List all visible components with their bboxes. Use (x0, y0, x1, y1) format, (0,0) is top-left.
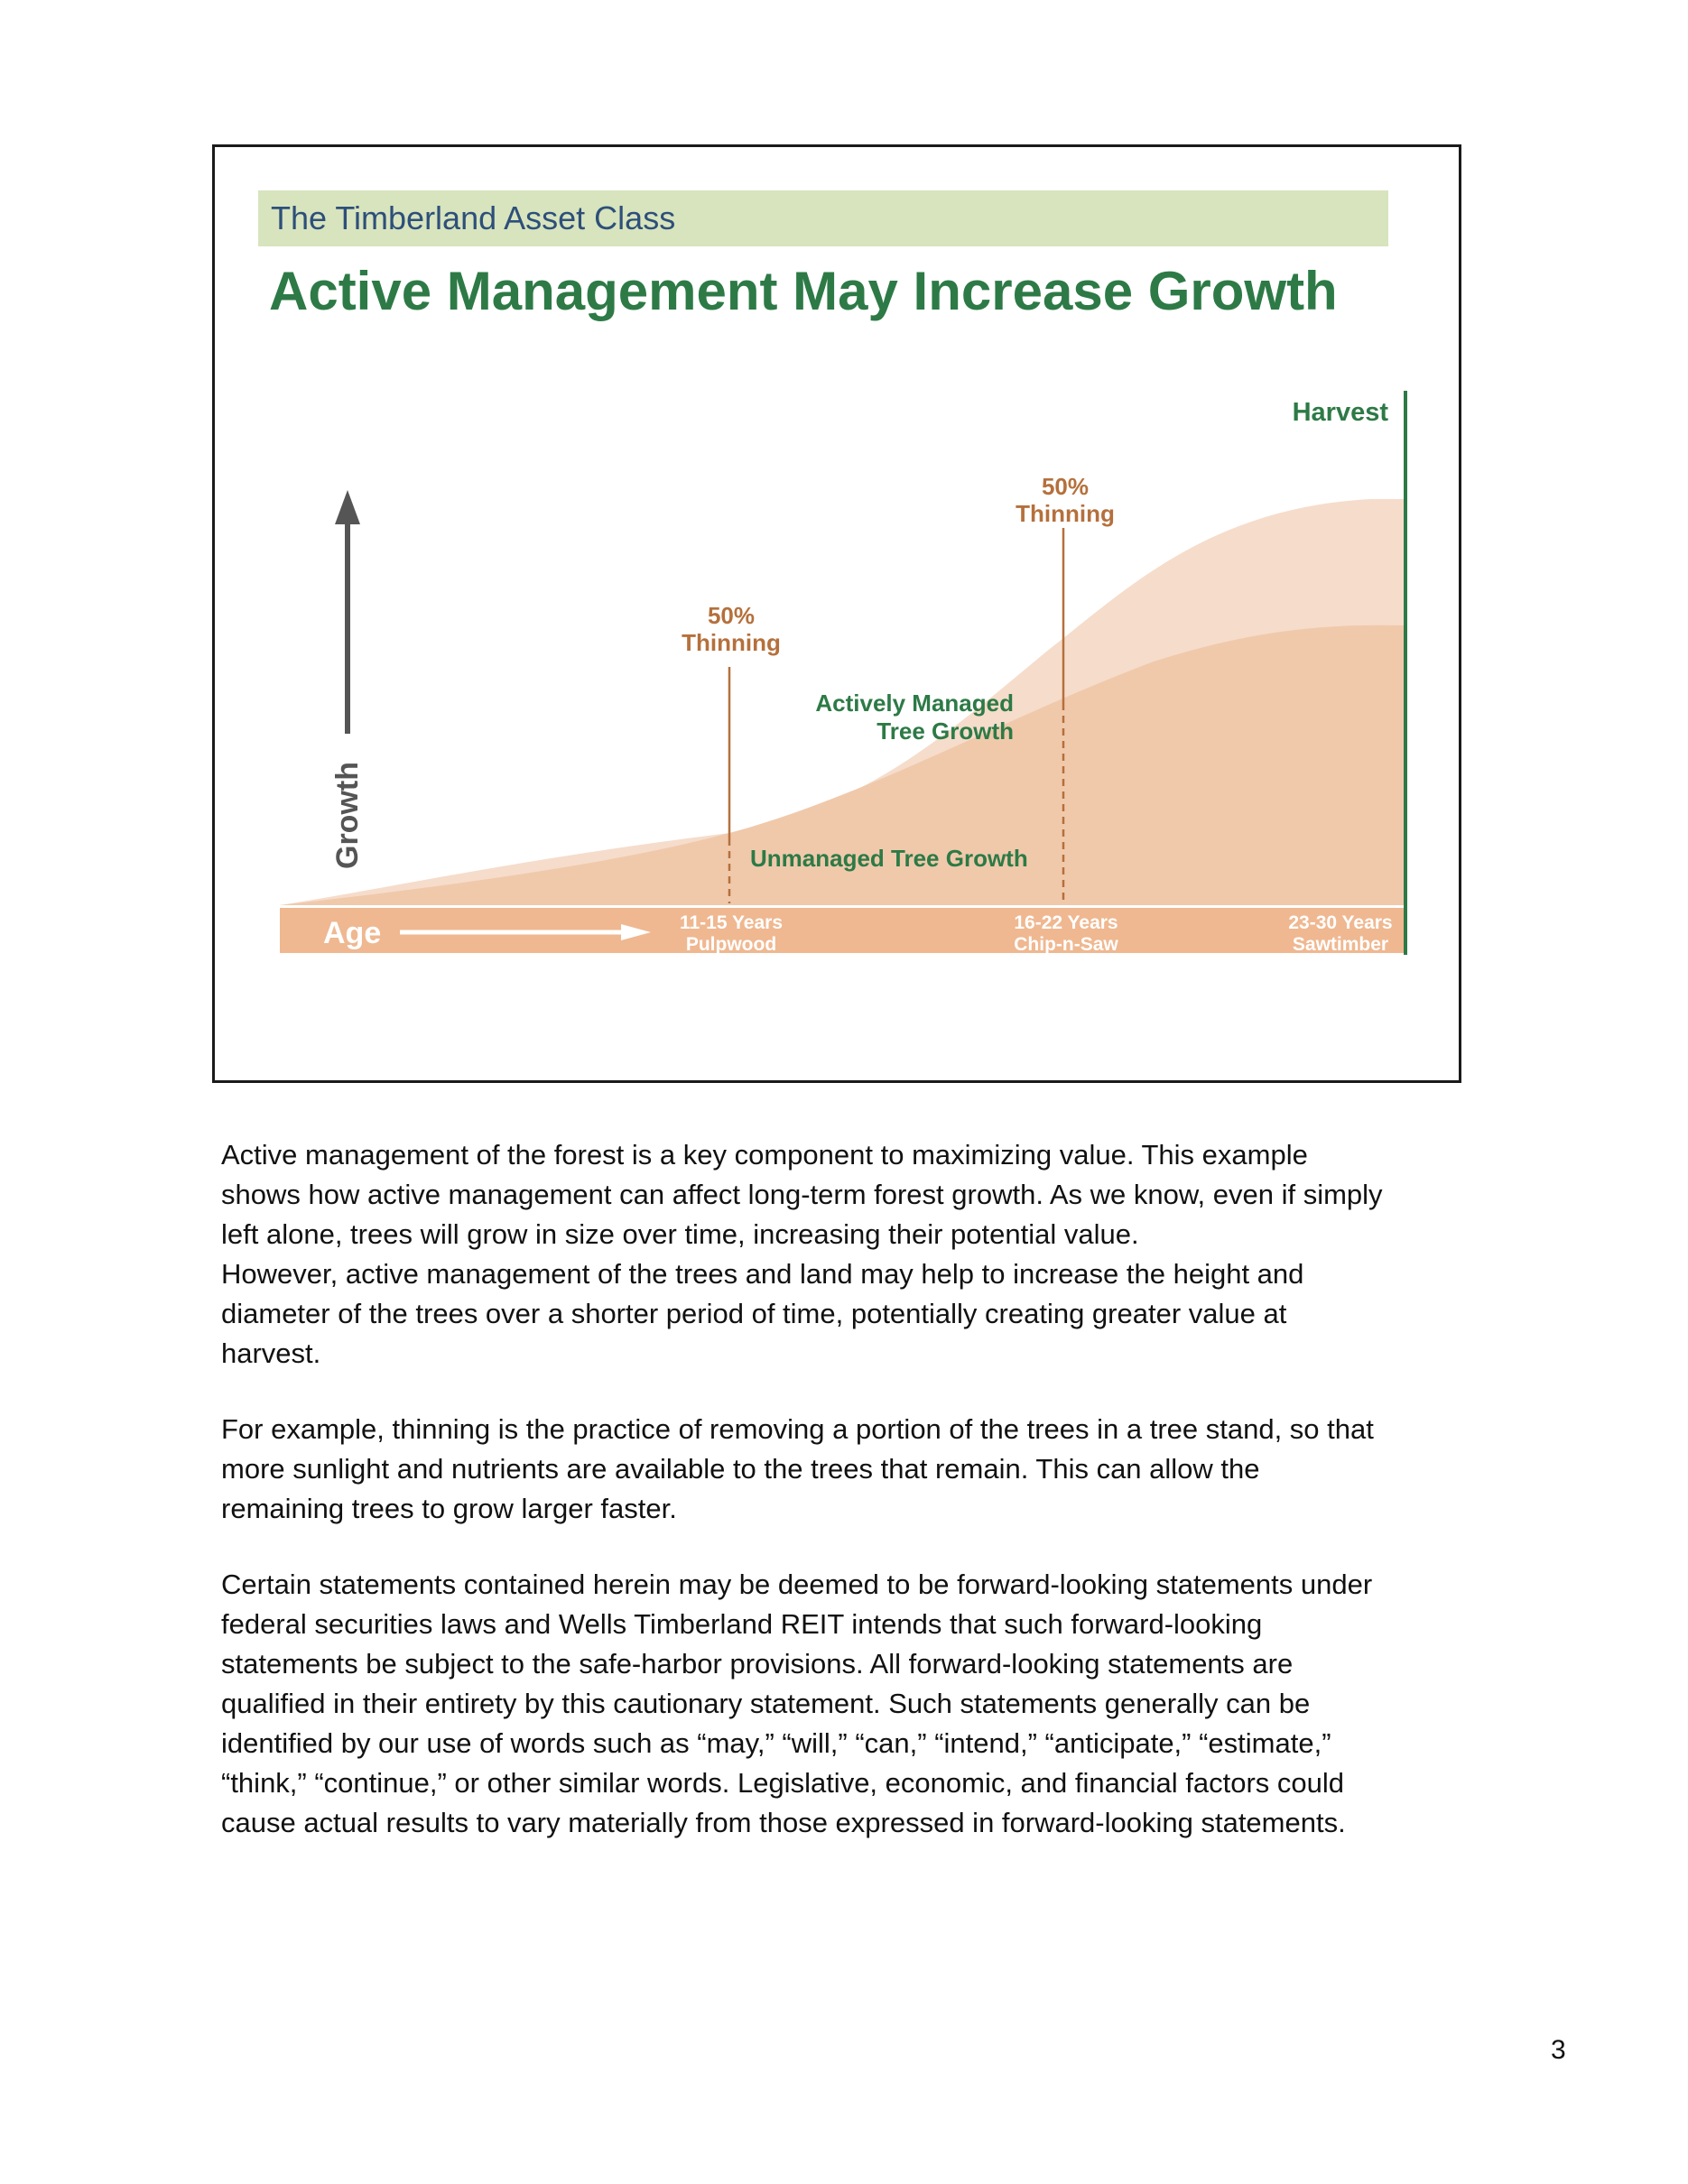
text-line: Active management of the forest is a key… (221, 1139, 1308, 1171)
thinning-1-percent: 50% (708, 602, 755, 629)
slide-kicker: The Timberland Asset Class (258, 190, 1388, 246)
unmanaged-series-label: Unmanaged Tree Growth (750, 845, 1028, 872)
harvest-label: Harvest (1293, 398, 1389, 427)
paragraph-thinning: For example, thinning is the practice of… (221, 1410, 1512, 1529)
paragraph-intro: Active management of the forest is a key… (221, 1135, 1512, 1374)
thinning-2-label: Thinning (1016, 500, 1115, 527)
age-arrow-icon (621, 924, 651, 940)
text-line: diameter of the trees over a shorter per… (221, 1298, 1287, 1329)
text-line: remaining trees to grow larger faster. (221, 1493, 677, 1524)
text-line: harvest. (221, 1337, 321, 1369)
growth-chart: Growth Age 50% Thinning 50% Thinning Har… (280, 391, 1407, 955)
text-line: federal securities laws and Wells Timber… (221, 1608, 1263, 1640)
managed-series-label-line1: Actively Managed (815, 689, 1014, 717)
thinning-2-percent: 50% (1042, 473, 1089, 500)
x-axis-label: Age (323, 916, 381, 950)
age-tick-2-years: 16-22 Years (1014, 912, 1118, 933)
text-line: shows how active management can affect l… (221, 1179, 1383, 1210)
text-line: cause actual results to vary materially … (221, 1807, 1346, 1838)
paragraph-disclaimer: Certain statements contained herein may … (221, 1565, 1512, 1843)
page-number: 3 (1551, 2035, 1566, 2065)
text-line: identified by our use of words such as “… (221, 1727, 1331, 1759)
thinning-1-label: Thinning (682, 629, 781, 656)
age-tick-1-years: 11-15 Years (680, 912, 783, 933)
age-tick-1-class: Pulpwood (686, 934, 776, 955)
slide-frame: The Timberland Asset Class Active Manage… (212, 144, 1461, 1083)
slide-headline: Active Management May Increase Growth (269, 261, 1338, 321)
text-line: qualified in their entirety by this caut… (221, 1688, 1311, 1719)
age-tick-3-class: Sawtimber (1293, 934, 1388, 955)
text-line: more sunlight and nutrients are availabl… (221, 1453, 1260, 1485)
text-line: “think,” “continue,” or other similar wo… (221, 1767, 1344, 1799)
age-tick-2-class: Chip-n-Saw (1014, 934, 1118, 955)
text-line: For example, thinning is the practice of… (221, 1413, 1374, 1445)
y-axis-label: Growth (330, 762, 365, 869)
text-line: However, active management of the trees … (221, 1258, 1304, 1290)
managed-series-label-line2: Tree Growth (876, 717, 1014, 745)
text-line: statements be subject to the safe-harbor… (221, 1648, 1294, 1680)
text-line: left alone, trees will grow in size over… (221, 1218, 1139, 1250)
age-tick-3-years: 23-30 Years (1288, 912, 1392, 933)
body-text: Active management of the forest is a key… (221, 1135, 1512, 1843)
unmanaged-growth-area (280, 625, 1405, 905)
growth-arrow-icon (335, 490, 360, 524)
text-line: Certain statements contained herein may … (221, 1569, 1373, 1600)
